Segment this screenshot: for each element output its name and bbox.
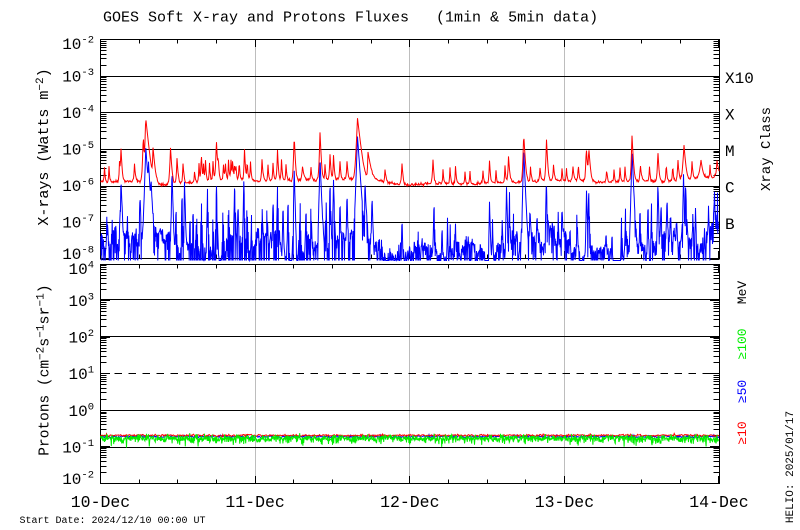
- svg-text:11-Dec: 11-Dec: [225, 493, 284, 512]
- svg-text:10-Dec: 10-Dec: [71, 493, 130, 512]
- svg-text:GOES Soft X-ray and Protons Fl: GOES Soft X-ray and Protons Fluxes (1min…: [103, 10, 598, 27]
- svg-text:B: B: [725, 216, 735, 234]
- svg-text:X: X: [725, 106, 735, 124]
- svg-text:≥10: ≥10: [735, 421, 750, 444]
- svg-text:≥100: ≥100: [735, 328, 750, 359]
- svg-text:12-Dec: 12-Dec: [380, 493, 439, 512]
- svg-text:102: 102: [68, 328, 94, 348]
- svg-text:M: M: [725, 143, 735, 161]
- svg-text:C: C: [725, 180, 735, 198]
- svg-text:X-rays (Watts m−2): X-rays (Watts m−2): [35, 68, 53, 225]
- svg-text:≥50: ≥50: [735, 380, 750, 403]
- svg-text:14-Dec: 14-Dec: [689, 493, 748, 512]
- svg-text:13-Dec: 13-Dec: [535, 493, 594, 512]
- svg-text:MeV: MeV: [735, 281, 750, 305]
- svg-text:Xray Class: Xray Class: [759, 107, 775, 191]
- svg-text:Protons (cm−2s−1sr−1): Protons (cm−2s−1sr−1): [36, 284, 54, 455]
- svg-text:HELIO: 2025/01/17: HELIO: 2025/01/17: [785, 411, 797, 523]
- svg-text:101: 101: [68, 365, 94, 385]
- svg-text:103: 103: [68, 291, 94, 311]
- svg-text:Start Date: 2024/12/10 00:00 U: Start Date: 2024/12/10 00:00 UT: [20, 515, 206, 527]
- svg-text:100: 100: [68, 401, 94, 421]
- svg-text:X10: X10: [725, 70, 754, 88]
- svg-text:104: 104: [68, 259, 94, 279]
